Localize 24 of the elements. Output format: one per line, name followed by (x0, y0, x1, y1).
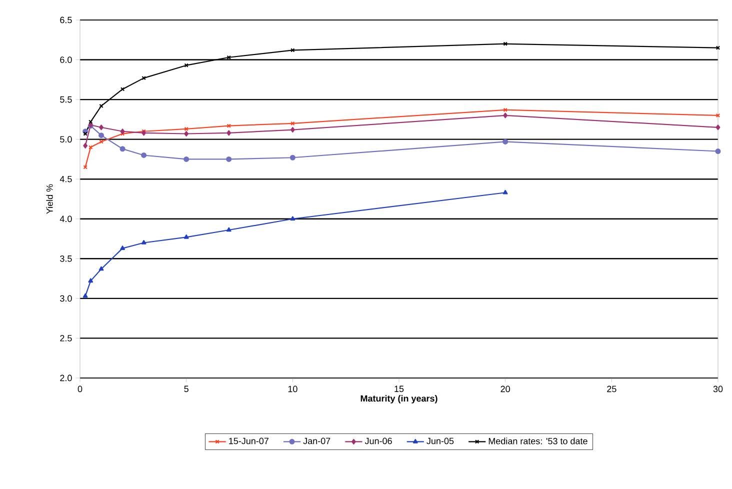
y-tick-label: 5.5 (60, 96, 72, 103)
x-tick-label: 20 (500, 386, 510, 392)
y-tick-label: 6.0 (60, 56, 72, 63)
y-tick-label: 5.0 (60, 136, 72, 143)
x-tick-label: 30 (713, 386, 723, 392)
legend-label: Jan-07 (303, 438, 330, 444)
legend-label: Jun-05 (426, 438, 454, 444)
x-tick-label: 25 (607, 386, 616, 392)
legend-label: Jun-06 (364, 438, 392, 444)
y-tick-label: 2.5 (60, 335, 72, 342)
x-tick-label: 15 (394, 386, 404, 392)
legend-label: 15-Jun-07 (229, 438, 268, 444)
y-axis-title: Yield % (46, 184, 53, 214)
y-tick-label: 3.0 (60, 295, 72, 302)
x-tick-label: 0 (78, 386, 82, 392)
y-tick-label: 4.0 (60, 216, 72, 222)
x-tick-label: 10 (288, 386, 298, 392)
x-tick-label: 5 (184, 386, 188, 392)
y-tick-label: 4.5 (60, 176, 72, 182)
x-axis-title: Maturity (in years) (360, 395, 438, 404)
y-tick-label: 2.0 (60, 374, 72, 382)
y-tick-label: 6.5 (60, 16, 72, 24)
y-tick-label: 3.5 (60, 255, 72, 262)
legend-label: Median rates: '53 to date (488, 438, 588, 444)
